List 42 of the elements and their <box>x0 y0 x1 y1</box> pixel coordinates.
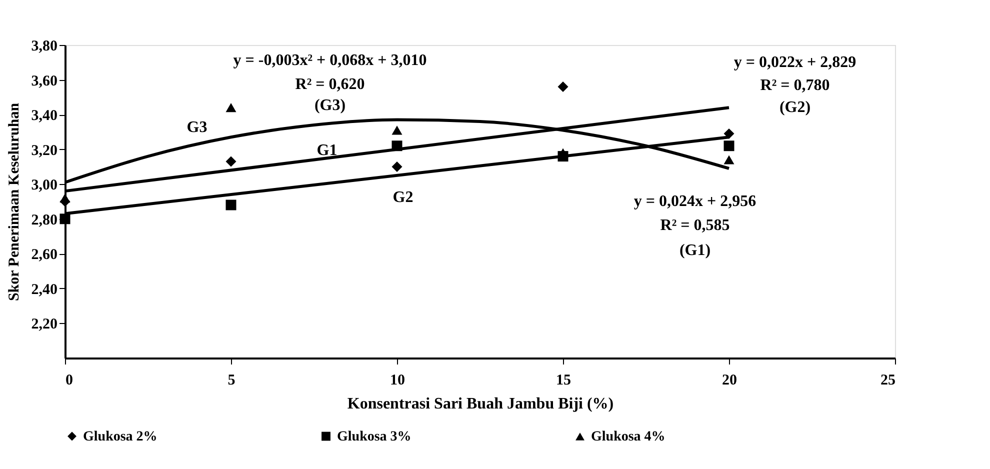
point <box>392 161 402 172</box>
point <box>60 193 70 203</box>
x-tick-label: 0 <box>66 372 73 388</box>
x-tick-label: 15 <box>556 372 571 388</box>
y-tick-label: 2,20 <box>31 316 58 333</box>
point <box>558 81 568 92</box>
point <box>226 103 236 112</box>
point <box>226 200 236 210</box>
y-tick-label: 3,60 <box>31 73 58 90</box>
y-tick-label: 2,80 <box>31 212 58 228</box>
y-tick-label: 3,80 <box>31 38 58 54</box>
x-axis-title: Konsentrasi Sari Buah Jambu Biji (%) <box>347 396 614 412</box>
legend-label: Glukosa 2% <box>83 429 158 444</box>
annotation: (G2) <box>779 99 811 116</box>
annotation: R² = 0,780 <box>760 77 830 94</box>
annotation: G1 <box>316 142 338 159</box>
x-tick-label: 5 <box>228 372 236 388</box>
y-tick-label: 3,20 <box>31 142 58 159</box>
y-tick-label: 2,40 <box>31 282 58 298</box>
annotation: R² = 0,620 <box>295 76 365 93</box>
point <box>724 140 734 152</box>
annotation: (G1) <box>679 242 711 259</box>
legend-label: Glukosa 4% <box>591 430 666 444</box>
annotation: y = 0,024x + 2,956 <box>634 193 756 210</box>
y-tick-label: 3,00 <box>31 178 58 194</box>
annotation: (G3) <box>314 97 346 114</box>
x-tick-label: 25 <box>880 372 896 388</box>
x-tick-label: 10 <box>390 372 405 388</box>
annotation: G3 <box>186 119 208 136</box>
y-tick-label: 3,40 <box>31 108 58 124</box>
point <box>392 126 402 135</box>
annotation: y = 0,022x + 2,829 <box>734 54 856 71</box>
x-tick-label: 20 <box>722 372 737 388</box>
y-axis-title: Skor Penerimaan Keseluruhan <box>6 102 22 302</box>
y-tick-label: 2,60 <box>31 247 58 264</box>
annotation: y = -0,003x² + 0,068x + 3,010 <box>233 52 427 69</box>
legend-label: Glukosa 3% <box>337 429 412 444</box>
annotation: G2 <box>392 189 414 206</box>
point <box>724 155 734 164</box>
annotation: R² = 0,585 <box>660 217 730 234</box>
point <box>226 156 236 167</box>
point <box>724 128 734 139</box>
